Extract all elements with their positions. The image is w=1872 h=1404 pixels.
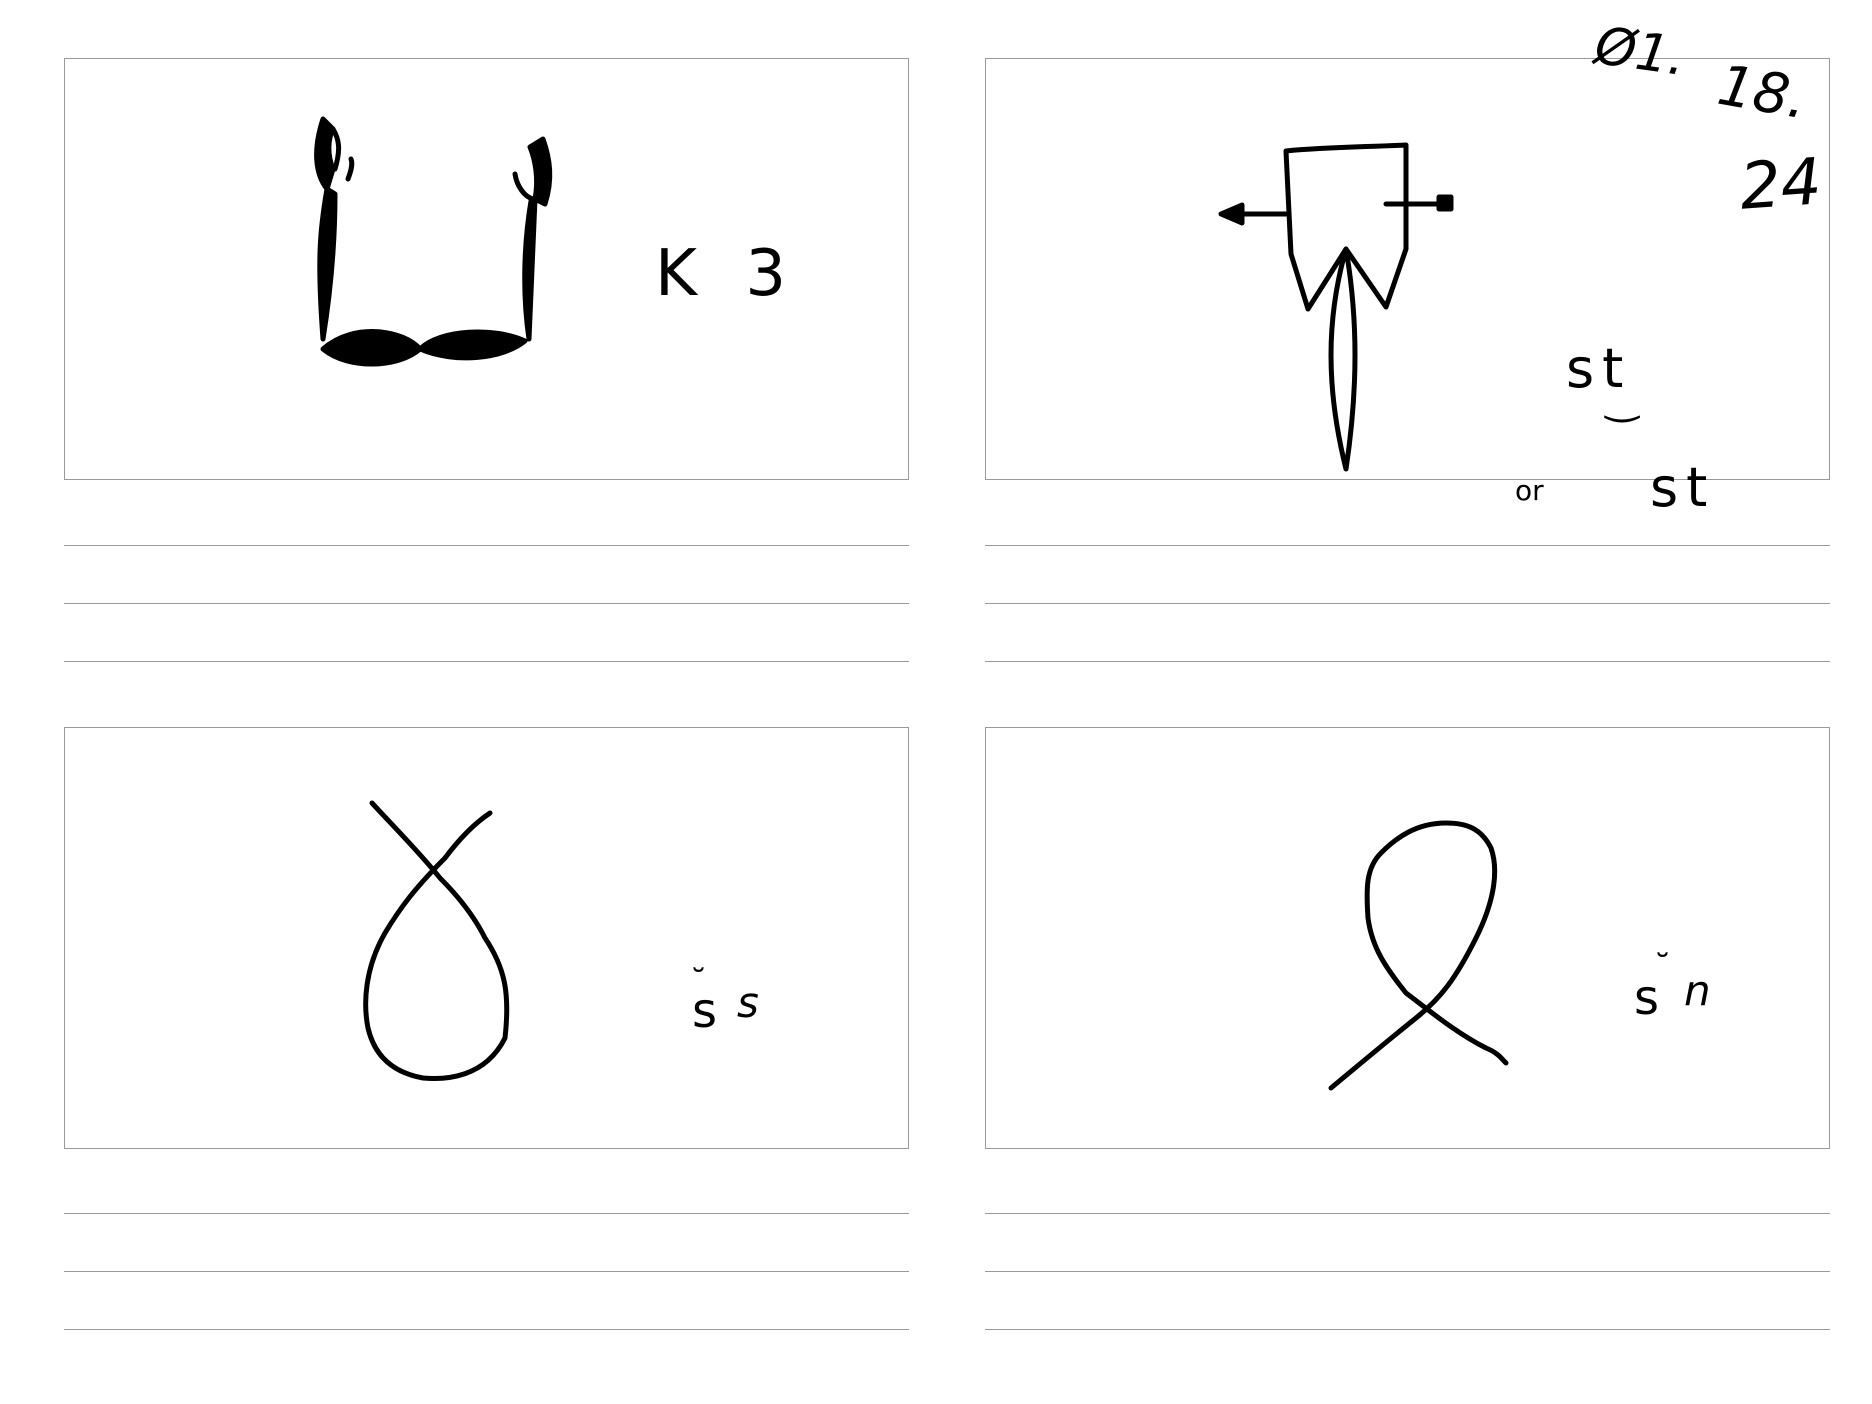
rule [985, 661, 1830, 662]
rule [985, 603, 1830, 604]
arrow-box-glyph-icon [1218, 142, 1454, 472]
card-bottom-left-breve: ˘ [690, 963, 707, 1003]
card-bottom-right-base: s [1634, 970, 1660, 1026]
card-bottom-right-rest: n [1684, 966, 1711, 1015]
rule [985, 1271, 1830, 1272]
loop-down-glyph-icon [1328, 820, 1509, 1091]
card-bottom-right-breve: ˘ [1654, 948, 1671, 988]
rule [64, 545, 909, 546]
rule [64, 603, 909, 604]
card-top-left-label: K 3 [655, 237, 801, 311]
pincers-glyph-icon [314, 116, 553, 367]
card-top-right: st ‿ [985, 58, 1830, 480]
card-top-right-breve: ‿ [1606, 377, 1639, 423]
loop-up-glyph-icon [363, 800, 510, 1081]
date-note-line3: 24 [1737, 145, 1824, 225]
rule [985, 545, 1830, 546]
card-top-left: K 3 [64, 58, 909, 480]
card-bottom-left-rest: s [737, 978, 759, 1027]
card-top-right-alt-prefix: or [1515, 474, 1544, 507]
rule [64, 1329, 909, 1330]
rule [64, 1213, 909, 1214]
rule [985, 1213, 1830, 1214]
date-note-line1: Ø1. [1591, 15, 1690, 89]
card-bottom-left-base: s [692, 983, 718, 1039]
card-bottom-left: ˘ s s [64, 727, 909, 1149]
rule [64, 1271, 909, 1272]
card-top-right-alt-label: st [1650, 456, 1716, 519]
rule [64, 661, 909, 662]
card-bottom-right: ˘ s n [985, 727, 1830, 1149]
card-top-right-label: st [1566, 337, 1632, 400]
rule [985, 1329, 1830, 1330]
